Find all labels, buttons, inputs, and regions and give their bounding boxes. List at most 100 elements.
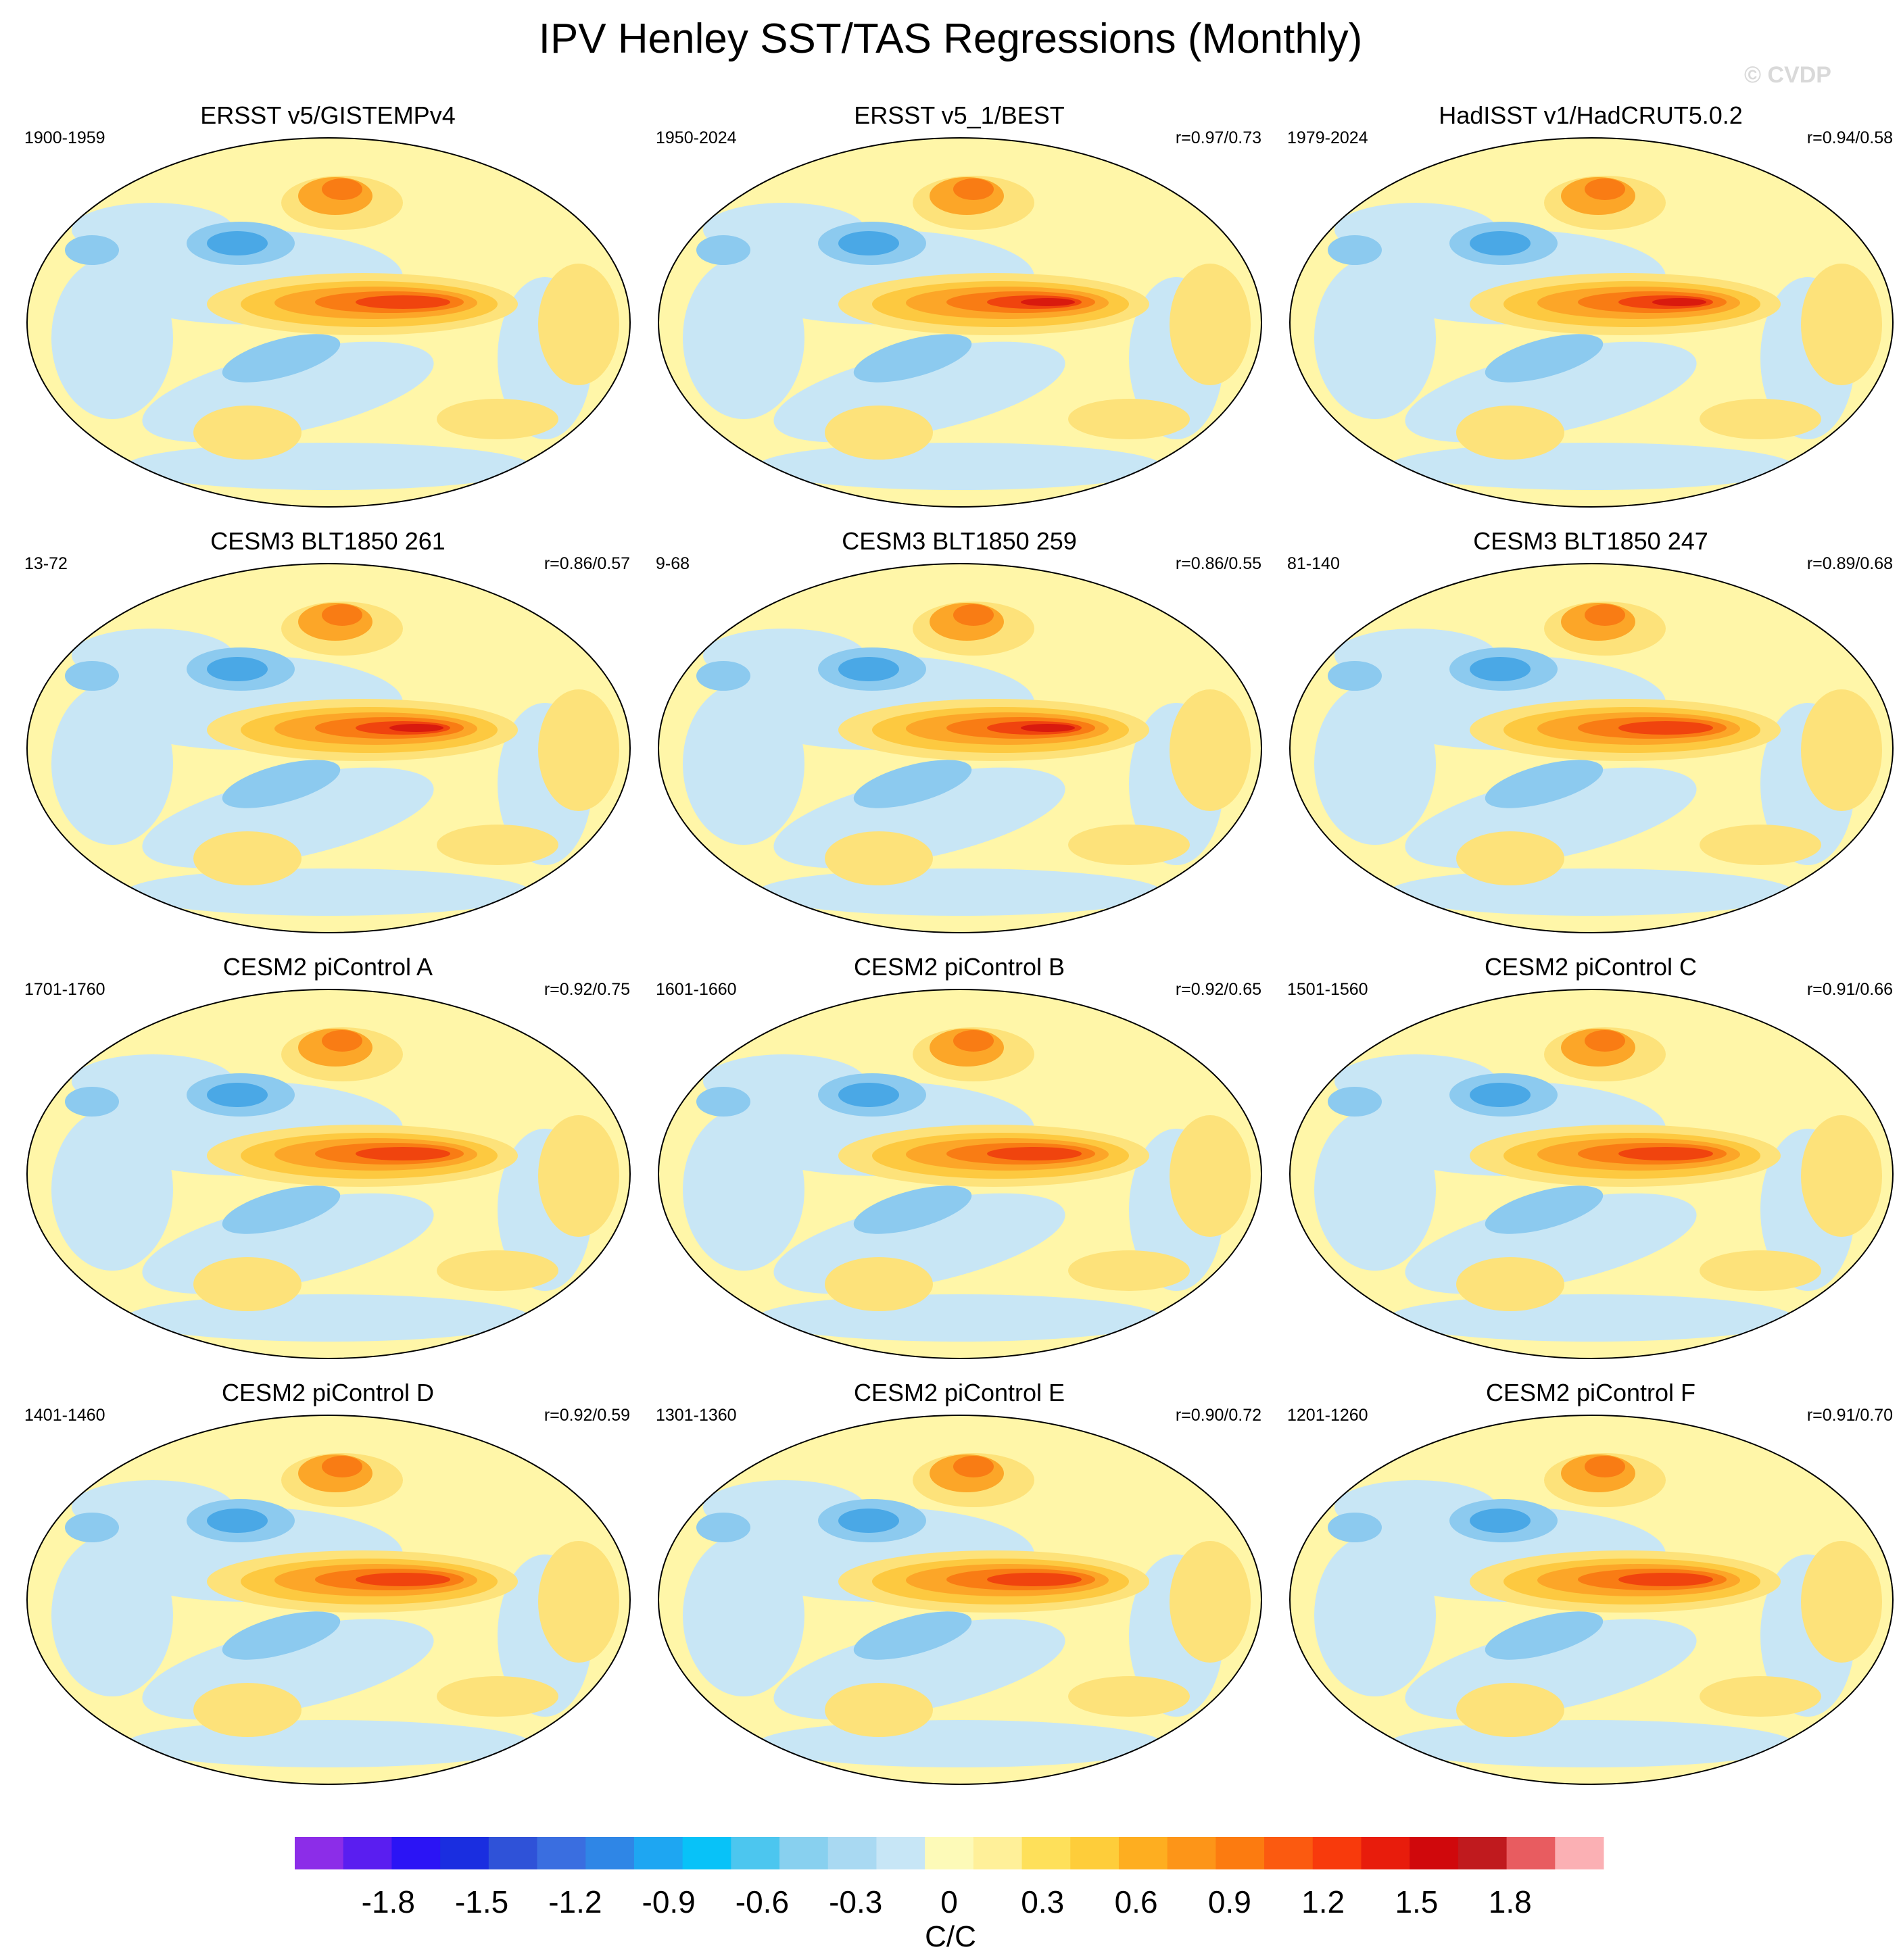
warm-southern-pacific [193, 1257, 302, 1311]
colorbar-box [343, 1837, 392, 1869]
colorbar-tick-label: 0.6 [1115, 1884, 1158, 1919]
colorbar-tick-label: -1.8 [362, 1884, 415, 1919]
panel-correlation: r=0.86/0.57 [544, 554, 630, 573]
colorbar-box [1216, 1837, 1265, 1869]
warm-south-america-atlantic [538, 1541, 619, 1663]
colorbar-box [876, 1837, 925, 1869]
cool-southern-ocean [126, 443, 531, 490]
colorbar-box [1264, 1837, 1314, 1869]
cool-indian-ocean [1314, 1534, 1436, 1696]
global-map [1289, 1415, 1894, 1785]
neg-core-south-pacific [853, 760, 972, 808]
global-map [657, 989, 1263, 1359]
cool-southern-ocean [757, 1294, 1163, 1342]
warm-southern-pacific [193, 1683, 302, 1737]
warm-south-america-atlantic [1801, 689, 1882, 811]
map-outline [1289, 1415, 1894, 1785]
neg-core-south-pacific [1485, 1185, 1604, 1234]
panel-period: 1601-1660 [656, 980, 737, 999]
global-map [26, 1415, 631, 1785]
warm-alaska-core [322, 604, 362, 626]
warm-south-atlantic [1700, 1250, 1821, 1291]
warm-south-atlantic [437, 1250, 558, 1291]
colorbar-box [1506, 1837, 1556, 1869]
map-outline [657, 1415, 1263, 1785]
colorbar-boxes [295, 1837, 1604, 1869]
warm-south-america-atlantic [538, 689, 619, 811]
colorbar-box [1555, 1837, 1604, 1869]
colorbar-box [1410, 1837, 1459, 1869]
cool-indian-ocean [683, 257, 804, 419]
warm-south-atlantic [1700, 399, 1821, 439]
panel-title: CESM3 BLT1850 247 [1473, 527, 1708, 555]
warm-alaska-core [322, 1456, 362, 1477]
map-panel: CESM3 BLT1850 259 9-68 r=0.86/0.55 [645, 520, 1274, 933]
neg-core-south-pacific [853, 334, 972, 383]
neg-core-asia [696, 1513, 750, 1542]
cool-indian-ocean [51, 257, 173, 419]
neg-core-asia [1328, 661, 1382, 691]
map-panel: CESM2 piControl A 1701-1760 r=0.92/0.75 [14, 946, 642, 1359]
tongue-band-4 [987, 1573, 1082, 1586]
warm-south-atlantic [1700, 825, 1821, 865]
global-map [26, 989, 631, 1359]
cool-southern-ocean [126, 868, 531, 916]
colorbar-tick-label: 1.5 [1395, 1884, 1438, 1919]
panel-correlation: r=0.91/0.66 [1806, 980, 1893, 999]
global-map [657, 1415, 1263, 1785]
neg-center-north-pacific [207, 1083, 268, 1107]
neg-center-north-pacific [838, 1083, 899, 1107]
colorbar-box [440, 1837, 489, 1869]
warm-south-america-atlantic [1801, 1115, 1882, 1237]
warm-south-atlantic [437, 399, 558, 439]
map-outline [26, 1415, 631, 1785]
figure-title: IPV Henley SST/TAS Regressions (Monthly) [538, 16, 1363, 62]
tongue-peak [389, 724, 443, 732]
cool-southern-ocean [126, 1720, 531, 1767]
neg-core-south-pacific [222, 1185, 341, 1234]
warm-alaska-core [953, 604, 994, 626]
panel-title: CESM2 piControl E [853, 1379, 1065, 1406]
colorbar-box [1021, 1837, 1071, 1869]
colorbar-box [682, 1837, 731, 1869]
panel-period: 1979-2024 [1287, 128, 1368, 147]
global-map [657, 137, 1263, 508]
warm-southern-pacific [1456, 1257, 1564, 1311]
warm-south-america-atlantic [1170, 1541, 1251, 1663]
map-outline [26, 137, 631, 508]
panel-period: 9-68 [656, 554, 690, 573]
panel-correlation: r=0.92/0.59 [544, 1406, 630, 1425]
cool-southern-ocean [126, 1294, 531, 1342]
cool-southern-ocean [1389, 1294, 1794, 1342]
cool-indian-ocean [683, 1534, 804, 1696]
colorbar-box [391, 1837, 441, 1869]
colorbar-box [827, 1837, 877, 1869]
panel-period: 1950-2024 [656, 128, 737, 147]
neg-core-asia [65, 1513, 119, 1542]
neg-core-asia [65, 1087, 119, 1117]
map-outline [26, 989, 631, 1359]
global-map [26, 137, 631, 508]
cool-southern-ocean [757, 868, 1163, 916]
warm-southern-pacific [193, 406, 302, 460]
warm-southern-pacific [825, 831, 933, 885]
cool-indian-ocean [51, 683, 173, 845]
map-panel: CESM2 piControl B 1601-1660 r=0.92/0.65 [645, 946, 1274, 1359]
colorbar-box [973, 1837, 1023, 1869]
warm-south-america-atlantic [1170, 264, 1251, 385]
tongue-band-4 [1618, 1147, 1713, 1160]
colorbar-box [633, 1837, 683, 1869]
tongue-peak [1021, 724, 1075, 732]
neg-core-asia [1328, 1087, 1382, 1117]
panel-period: 1701-1760 [24, 980, 105, 999]
colorbar-box [1070, 1837, 1120, 1869]
panel-title: HadISST v1/HadCRUT5.0.2 [1439, 101, 1743, 129]
panel-period: 1501-1560 [1287, 980, 1368, 999]
warm-southern-pacific [1456, 1683, 1564, 1737]
map-panel: ERSST v5_1/BEST 1950-2024 r=0.97/0.73 [645, 95, 1274, 508]
panel-correlation: r=0.97/0.73 [1175, 128, 1261, 147]
warm-alaska-core [1585, 1030, 1625, 1052]
warm-alaska-core [953, 1030, 994, 1052]
warm-south-america-atlantic [538, 1115, 619, 1237]
